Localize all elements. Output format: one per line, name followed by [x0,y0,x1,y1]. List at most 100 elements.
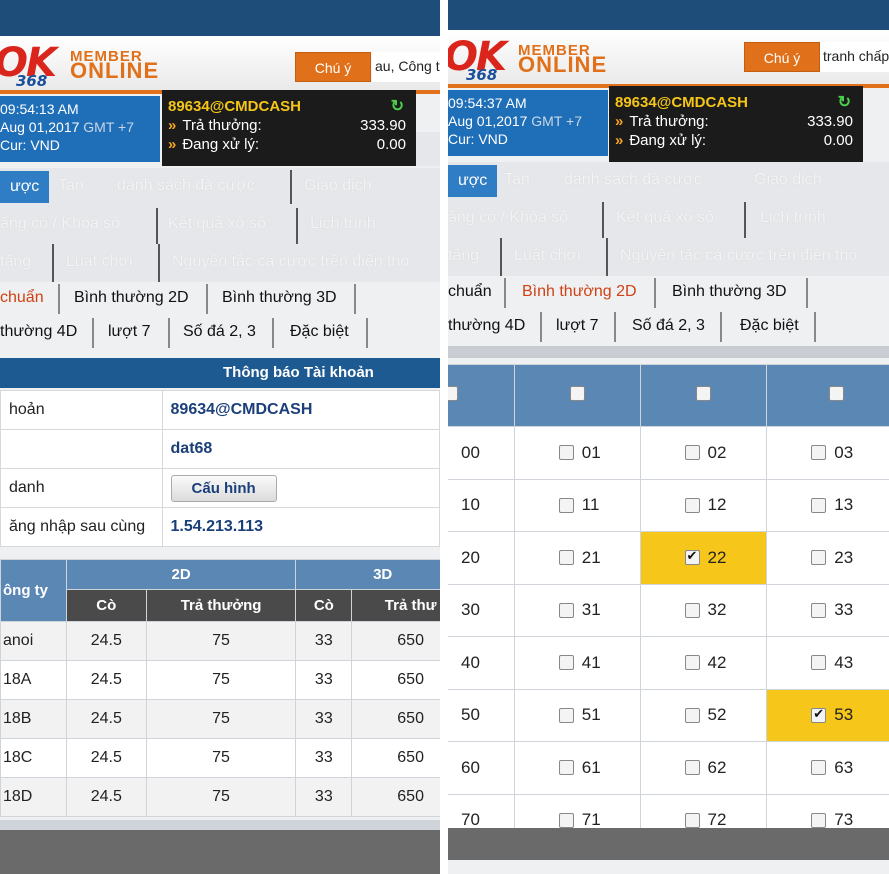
nav-schedule[interactable]: Lịch trình [310,215,376,232]
number-checkbox[interactable] [684,655,700,671]
number-cell[interactable]: 02 [639,426,768,480]
number-cell[interactable]: 31 [513,583,641,637]
number-cell[interactable]: 40 [448,636,515,690]
number-checkbox[interactable] [811,812,827,828]
number-cell[interactable]: 32 [639,583,768,637]
number-checkbox[interactable] [558,497,574,513]
nav-phone-betting-rules[interactable]: Nguyên tắc cá cược trên điện tho [172,253,410,270]
nav-bet[interactable]: ược [0,171,50,203]
select-column-checkbox[interactable] [828,385,844,401]
tab-cross-2-3[interactable]: Số đá 2, 3 [632,317,705,334]
nav-bet[interactable]: ược [448,165,498,197]
nav-gift[interactable]: tặng [448,247,480,264]
notice-button[interactable]: Chú ý [295,52,371,82]
ok368-logo[interactable]: OK 368 [0,40,57,90]
select-column-checkbox[interactable] [569,385,585,401]
number-checkbox[interactable] [558,812,574,828]
select-column-checkbox[interactable] [695,385,711,401]
number-checkbox[interactable] [684,445,700,461]
number-cell[interactable]: 13 [766,478,889,532]
number-cell[interactable]: 03 [766,426,889,480]
number-cell[interactable]: 42 [639,636,768,690]
number-cell[interactable]: 61 [513,741,641,795]
number-checkbox[interactable] [684,602,700,618]
tab-normal-4d[interactable]: thường 4D [0,323,78,340]
ok368-logo[interactable]: OK 368 [448,34,507,84]
refresh-icon[interactable]: ↻ [390,98,404,115]
nav-tan[interactable]: Tan [58,177,84,194]
number-checkbox[interactable] [811,706,827,723]
number-checkbox[interactable] [684,760,700,776]
tab-normal-3d[interactable]: Bình thường 3D [672,283,787,300]
tab-normal-2d[interactable]: Bình thường 2D [522,283,637,300]
nav-rules[interactable]: Luật chơi [514,247,581,264]
nav-phone-betting-rules[interactable]: Nguyên tắc cá cược trên điện tho [620,247,858,264]
number-cell[interactable]: 50 [448,688,515,742]
nav-results[interactable]: Kết quả xổ số [616,209,714,226]
number-cell[interactable]: 51 [513,688,641,742]
number-cell[interactable]: 10 [448,478,515,532]
number-checkbox[interactable] [811,655,827,671]
tab-special[interactable]: Đặc biệt [740,317,799,334]
number-checkbox[interactable] [811,497,827,513]
number-cell[interactable]: 21 [513,531,641,585]
nav-schedule[interactable]: Lịch trình [760,209,826,226]
number-checkbox[interactable] [811,602,827,618]
nav-bonus-lock[interactable]: ặng cò / Khóa số [448,209,569,226]
select-column-checkbox[interactable] [448,385,458,401]
tab-round-7[interactable]: lượt 7 [556,317,599,334]
number-cell[interactable]: 52 [639,688,768,742]
nav-transactions[interactable]: Giao dịch [304,177,372,194]
nav-bet-list[interactable]: danh sách đã cược [564,171,702,188]
tab-normal-4d[interactable]: thường 4D [448,317,526,334]
tab-standard[interactable]: chuẩn [448,283,492,300]
number-cell[interactable]: 30 [448,583,515,637]
number-cell[interactable]: 43 [766,636,889,690]
nav-gift[interactable]: tặng [0,253,32,270]
number-cell[interactable]: 20 [448,531,515,585]
tab-round-7[interactable]: lượt 7 [108,323,151,340]
refresh-icon[interactable]: ↻ [837,94,851,111]
bottom-bar [0,830,440,874]
number-cell[interactable]: 62 [639,741,768,795]
site-header: OK 368 MEMBER ONLINE Chú ý tranh chấp [448,30,889,88]
top-bar [0,0,440,36]
nav-rules[interactable]: Luật chơi [66,253,133,270]
number-cell[interactable]: 23 [766,531,889,585]
number-checkbox[interactable] [558,655,574,671]
number-cell[interactable]: 33 [766,583,889,637]
tab-special[interactable]: Đặc biệt [290,323,349,340]
number-checkbox[interactable] [558,707,574,723]
number-checkbox[interactable] [558,445,574,461]
number-checkbox[interactable] [558,760,574,776]
number-cell[interactable]: 12 [639,478,768,532]
nav-bonus-lock[interactable]: ặng cò / Khóa số [0,215,121,232]
number-cell[interactable]: 60 [448,741,515,795]
number-checkbox[interactable] [811,760,827,776]
number-cell[interactable]: 63 [766,741,889,795]
nav-results[interactable]: Kết quả xổ số [168,215,266,232]
number-checkbox[interactable] [684,812,700,828]
nav-tan[interactable]: Tan [504,171,530,188]
number-checkbox[interactable] [811,445,827,461]
number-cell[interactable]: 41 [513,636,641,690]
number-checkbox[interactable] [684,707,700,723]
number-cell[interactable]: 01 [513,426,641,480]
number-cell[interactable]: 11 [513,478,641,532]
tab-standard[interactable]: chuẩn [0,289,44,306]
tab-normal-3d[interactable]: Bình thường 3D [222,289,337,306]
number-cell[interactable]: 53 [766,688,889,742]
number-checkbox[interactable] [558,602,574,618]
notice-button[interactable]: Chú ý [744,42,820,72]
tab-normal-2d[interactable]: Bình thường 2D [74,289,189,306]
number-cell[interactable]: 00 [448,426,515,480]
number-checkbox[interactable] [811,550,827,566]
nav-bet-list[interactable]: danh sách đã cược [117,177,255,194]
tab-cross-2-3[interactable]: Số đá 2, 3 [183,323,256,340]
nav-transactions[interactable]: Giao dịch [754,171,822,188]
number-checkbox[interactable] [684,497,700,513]
number-cell[interactable]: 22 [639,531,768,585]
config-button[interactable]: Cấu hình [170,474,277,502]
number-checkbox[interactable] [684,548,700,566]
number-checkbox[interactable] [558,550,574,566]
